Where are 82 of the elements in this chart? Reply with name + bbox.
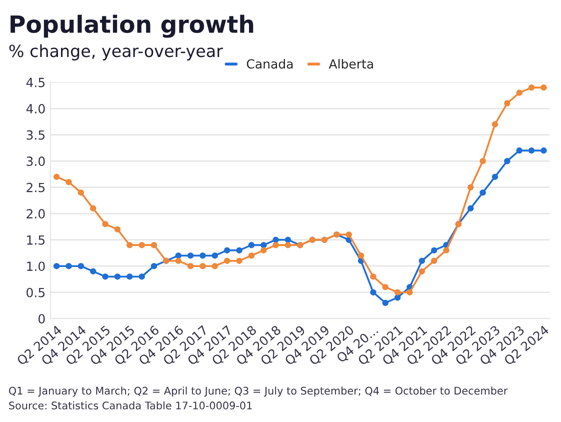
- point: [480, 158, 486, 164]
- point: [90, 268, 96, 274]
- point: [200, 262, 206, 270]
- point: [540, 147, 547, 154]
- point: [236, 258, 242, 264]
- point: [430, 258, 438, 264]
- point: [187, 252, 194, 259]
- point: [418, 258, 426, 264]
- legend-label: Alberta: [328, 58, 373, 69]
- point: [540, 84, 547, 91]
- point: [66, 262, 72, 270]
- point: [394, 289, 401, 296]
- point: [430, 247, 438, 254]
- y-tick-label: 4.5: [26, 78, 45, 88]
- point: [284, 236, 292, 243]
- point: [114, 273, 121, 280]
- point: [468, 205, 474, 212]
- point: [114, 226, 121, 232]
- point: [528, 84, 535, 91]
- point: [492, 121, 498, 128]
- point: [187, 262, 194, 270]
- y-tick-label: 1.5: [27, 235, 45, 245]
- y-tick-label: 4.0: [26, 104, 45, 114]
- point: [370, 273, 376, 280]
- chart-subtitle: % change, year-over-year: [9, 44, 223, 60]
- point: [528, 147, 535, 154]
- point: [346, 231, 352, 238]
- point: [382, 300, 389, 306]
- point: [272, 236, 279, 243]
- y-tick-label: 1.0: [27, 262, 45, 272]
- point: [90, 205, 96, 212]
- point: [272, 242, 279, 248]
- point: [78, 189, 84, 196]
- point: [443, 247, 450, 254]
- point: [504, 158, 510, 164]
- chart-title: Population growth: [10, 14, 254, 38]
- point: [418, 268, 426, 274]
- point: [150, 262, 158, 270]
- point: [248, 242, 255, 248]
- point: [224, 247, 230, 254]
- point: [394, 294, 401, 301]
- y-tick-label: 2.5: [26, 182, 45, 192]
- y-tick-label: 2.0: [26, 209, 45, 219]
- point: [468, 184, 474, 190]
- point: [358, 252, 364, 259]
- y-tick-label: 0: [38, 314, 45, 324]
- point: [260, 247, 267, 254]
- point: [53, 174, 60, 180]
- point: [236, 247, 242, 254]
- point: [212, 262, 218, 270]
- point: [284, 242, 292, 248]
- point: [370, 289, 376, 296]
- text: Q1 = January to March; Q2 = April to June; Q3 = July to September; Q4 = October to December: [9, 386, 508, 397]
- point: [200, 252, 206, 259]
- point: [138, 273, 145, 280]
- point: [260, 242, 267, 248]
- point: [248, 252, 255, 259]
- y-tick-label: 3.5: [26, 130, 45, 140]
- point: [126, 273, 133, 280]
- point: [382, 284, 389, 290]
- point: [406, 289, 413, 296]
- point: [504, 100, 510, 106]
- legend-label: Canada: [246, 58, 293, 69]
- point: [66, 178, 72, 186]
- point: [126, 242, 133, 248]
- point: [150, 242, 158, 248]
- point: [102, 220, 108, 228]
- point: [175, 258, 182, 264]
- point: [224, 258, 230, 264]
- y-tick-label: 3.0: [26, 156, 45, 166]
- source-note: Source: Statistics Canada Table 17-10-0009-01: [9, 401, 252, 410]
- point: [516, 147, 522, 154]
- y-tick-label: 0.5: [26, 288, 45, 298]
- point: [53, 262, 60, 270]
- point: [175, 252, 182, 259]
- point: [78, 262, 84, 270]
- point: [480, 189, 486, 196]
- point: [516, 90, 522, 96]
- point: [492, 174, 498, 180]
- point: [102, 273, 108, 280]
- point: [212, 252, 218, 259]
- point: [138, 242, 145, 248]
